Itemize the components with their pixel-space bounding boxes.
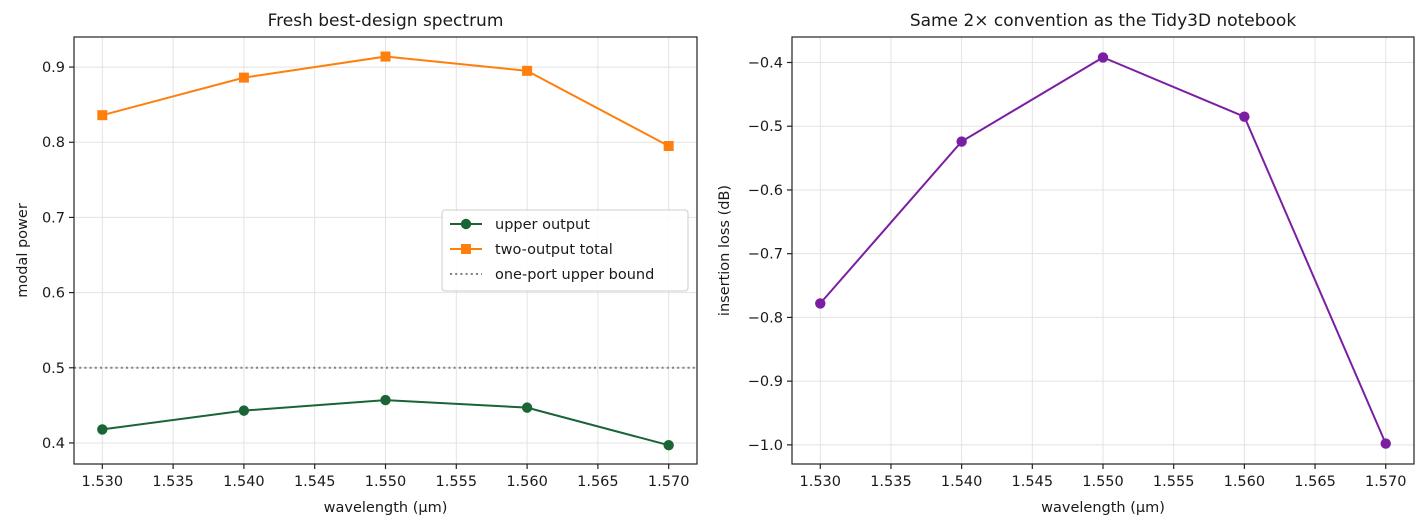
right-chart-x-tick-label: 1.560	[1224, 474, 1266, 490]
right-chart-y-tick-label: −0.6	[748, 183, 783, 199]
left-chart-panel: Fresh best-design spectrum 1.530 1.535 1.5…	[15, 11, 698, 516]
left-chart-x-tick-label: 1.570	[648, 474, 690, 490]
data-point-two-output-total	[380, 51, 391, 62]
left-chart-x-tick-label: 1.560	[506, 474, 548, 490]
legend-entry-two-output-total: two-output total	[450, 242, 613, 258]
data-point-series-1	[1097, 52, 1109, 63]
data-point-upper-output	[97, 424, 108, 435]
legend-marker-two-output-total	[461, 244, 471, 254]
legend-marker-upper-output	[460, 218, 472, 230]
left-chart-y-tick-label: 0.4	[42, 436, 65, 452]
left-chart-y-tick-label: 0.8	[42, 135, 65, 151]
data-point-series-1	[1380, 438, 1391, 449]
data-point-upper-output	[238, 405, 250, 416]
data-point-series-1	[956, 136, 967, 147]
right-chart-grid	[792, 37, 1414, 464]
right-chart-title: Same 2× convention as the Tidy3D noteboo…	[910, 11, 1296, 31]
legend-label-two-output-total: two-output total	[495, 242, 613, 258]
right-chart-y-tick-label: −0.7	[748, 247, 783, 263]
right-chart-x-axis-label: wavelength (μm)	[1041, 500, 1165, 516]
right-chart-y-axis-label: insertion loss (dB)	[717, 185, 733, 316]
left-chart-y-tick-label: 0.6	[42, 286, 65, 302]
data-point-two-output-total	[522, 65, 533, 76]
left-chart-x-tick-label: 1.540	[223, 474, 265, 490]
data-point-upper-output	[663, 440, 674, 451]
right-chart-x-tick-label: 1.565	[1294, 474, 1336, 490]
left-chart-legend: upper output two-output total one-port u…	[441, 209, 689, 292]
legend-entry-one-port-upper-bound: one-port upper bound	[450, 267, 654, 283]
right-chart-x-tick-label: 1.530	[800, 474, 842, 490]
right-chart-y-tick-label: −0.5	[748, 119, 783, 135]
left-chart-x-ticks: 1.530 1.535 1.540 1.545 1.550 1.555 1.560 1.565…	[82, 464, 690, 490]
right-chart-y-tick-label: −0.4	[748, 55, 783, 71]
right-chart-x-ticks: 1.530 1.535 1.540 1.545 1.550 1.555 1.560 1.565…	[800, 464, 1407, 490]
left-chart-x-tick-label: 1.550	[365, 474, 407, 490]
data-point-two-output-total	[97, 110, 108, 121]
right-chart-y-tick-label: −1.0	[748, 438, 783, 454]
right-chart-x-tick-label: 1.545	[1012, 474, 1054, 490]
right-chart-y-tick-label: −0.9	[748, 374, 783, 390]
left-chart-y-tick-label: 0.5	[42, 361, 65, 377]
left-chart-x-tick-label: 1.555	[436, 474, 478, 490]
left-chart-series	[97, 51, 674, 451]
left-chart-x-tick-label: 1.535	[152, 474, 194, 490]
data-point-upper-output	[380, 394, 391, 406]
data-point-two-output-total	[663, 141, 674, 152]
legend-label-upper-output: upper output	[495, 217, 590, 233]
right-chart-series	[815, 52, 1391, 449]
legend-entry-upper-output: upper output	[450, 217, 590, 233]
left-chart-title: Fresh best-design spectrum	[268, 11, 504, 31]
right-chart-x-tick-label: 1.550	[1082, 474, 1124, 490]
right-chart-x-tick-label: 1.540	[941, 474, 983, 490]
left-chart-x-tick-label: 1.545	[294, 474, 336, 490]
right-chart-y-ticks: −1.0 −0.9 −0.8 −0.7 −0.6 −0.5 −0.4	[748, 55, 792, 454]
left-chart-x-tick-label: 1.530	[82, 474, 124, 490]
right-chart-y-tick-label: −0.8	[748, 310, 783, 326]
left-chart-y-axis-label: modal power	[15, 203, 31, 298]
left-chart-y-tick-label: 0.9	[42, 60, 65, 76]
left-chart-x-axis-label: wavelength (μm)	[324, 500, 448, 516]
legend-frame	[441, 209, 689, 292]
right-chart-x-tick-label: 1.535	[870, 474, 912, 490]
data-point-two-output-total	[238, 72, 249, 83]
left-chart-y-ticks: 0.4 0.5 0.6 0.7 0.8 0.9	[42, 60, 74, 452]
left-chart-y-tick-label: 0.7	[42, 210, 65, 226]
data-point-upper-output	[521, 402, 533, 413]
data-point-series-1	[815, 298, 826, 309]
data-point-series-1	[1239, 111, 1250, 122]
legend-label-one-port-upper-bound: one-port upper bound	[495, 267, 654, 283]
left-chart-x-tick-label: 1.565	[577, 474, 619, 490]
right-chart-x-tick-label: 1.570	[1365, 474, 1407, 490]
right-chart-panel: Same 2× convention as the Tidy3D noteboo…	[717, 11, 1415, 516]
right-chart-x-tick-label: 1.555	[1153, 474, 1195, 490]
